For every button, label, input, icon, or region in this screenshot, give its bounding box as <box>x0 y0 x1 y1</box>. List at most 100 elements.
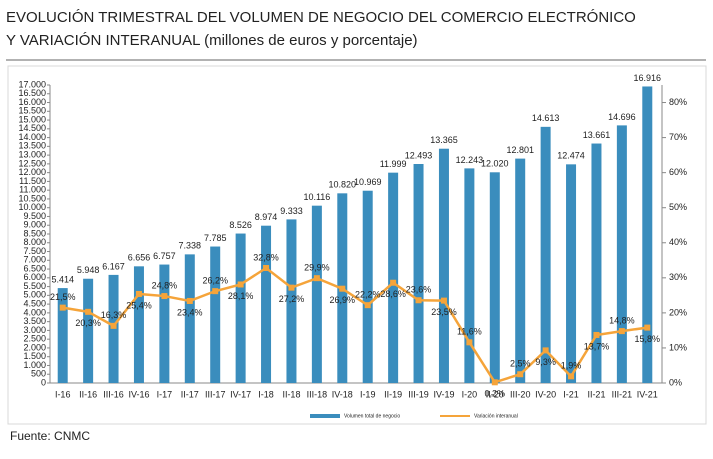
bar-value-label: 9.333 <box>280 206 303 216</box>
bar-value-label: 7.338 <box>179 241 202 251</box>
x-tick-label: I-20 <box>462 389 478 399</box>
line-value-label: 27,2% <box>279 294 305 304</box>
x-tick-label: III-16 <box>103 389 124 399</box>
bar <box>311 205 322 383</box>
x-tick-label: I-16 <box>55 389 71 399</box>
x-tick-label: III-17 <box>205 389 226 399</box>
y-tick-label: 12.500 <box>18 158 46 168</box>
x-tick-label: II-20 <box>486 389 504 399</box>
y-tick-label: 500 <box>31 369 46 379</box>
y-tick-label: 0 <box>41 377 46 387</box>
line-marker <box>263 265 270 272</box>
legend-label: Volumen total de negocio <box>344 413 400 419</box>
y-tick-label: 2.000 <box>23 342 46 352</box>
line-value-label: 15,8% <box>635 334 661 344</box>
line-marker <box>313 275 320 282</box>
bar-value-label: 6.757 <box>153 251 176 261</box>
chart-subtitle: Y VARIACIÓN INTERANUAL (millones de euro… <box>6 32 418 49</box>
x-tick-label: IV-18 <box>332 389 353 399</box>
bar-value-label: 8.974 <box>255 212 278 222</box>
y2-tick-label: 30% <box>669 272 687 282</box>
chart-frame <box>7 65 707 425</box>
line-marker <box>466 339 473 346</box>
line-marker <box>542 347 549 354</box>
y2-tick-label: 0% <box>669 377 682 387</box>
y-tick-label: 5.000 <box>23 290 46 300</box>
line-value-label: 23,6% <box>406 285 432 295</box>
bar <box>286 219 297 383</box>
bar <box>515 158 526 383</box>
line-value-label: 25,4% <box>126 300 152 310</box>
line-value-label: 16,3% <box>101 310 127 320</box>
y-tick-label: 15.000 <box>18 114 46 124</box>
line-value-label: 13,7% <box>584 341 610 351</box>
x-tick-label: IV-21 <box>637 389 658 399</box>
y-tick-label: 7.000 <box>23 255 46 265</box>
line-value-label: 14,8% <box>609 315 635 325</box>
bar <box>413 164 424 383</box>
bar-value-label: 12.020 <box>481 159 509 169</box>
bar <box>184 254 195 383</box>
line-value-label: 28,1% <box>228 291 254 301</box>
bar <box>57 288 68 383</box>
y-tick-label: 1.500 <box>23 351 46 361</box>
y2-tick-label: 40% <box>669 237 687 247</box>
y-tick-label: 16.500 <box>18 88 46 98</box>
x-tick-label: IV-20 <box>535 389 556 399</box>
y-tick-label: 17.000 <box>18 79 46 89</box>
line-marker <box>364 302 371 309</box>
line-marker <box>568 373 575 380</box>
line-marker <box>390 279 397 286</box>
bar <box>362 190 373 383</box>
bar-value-label: 10.116 <box>303 192 330 202</box>
chart-title: EVOLUCIÓN TRIMESTRAL DEL VOLUMEN DE NEGO… <box>6 9 636 26</box>
bar <box>235 233 246 383</box>
y-tick-label: 6.000 <box>23 272 46 282</box>
x-tick-label: II-19 <box>384 389 402 399</box>
y-tick-label: 9.500 <box>23 211 46 221</box>
y-tick-label: 11.000 <box>19 185 46 195</box>
source: Fuente: CNMC <box>10 429 90 443</box>
bar-value-label: 6.167 <box>102 261 125 271</box>
y-tick-label: 4.500 <box>23 298 46 308</box>
y-tick-label: 8.000 <box>23 237 46 247</box>
line-value-label: 9,3% <box>535 357 556 367</box>
y-tick-label: 7.500 <box>23 246 46 256</box>
bar <box>616 125 627 384</box>
y2-tick-label: 20% <box>669 307 687 317</box>
bar-value-label: 12.493 <box>405 150 433 160</box>
bar <box>133 266 144 383</box>
bar <box>261 225 272 383</box>
y-tick-label: 10.000 <box>18 202 46 212</box>
x-tick-label: I-21 <box>563 389 579 399</box>
line-value-label: 22,2% <box>355 290 381 300</box>
x-tick-label: I-19 <box>360 389 376 399</box>
y-tick-label: 8.500 <box>23 228 46 238</box>
line-marker <box>59 304 66 311</box>
y-tick-label: 2.500 <box>23 334 46 344</box>
y2-tick-label: 60% <box>669 167 687 177</box>
line-value-label: 20,3% <box>75 318 101 328</box>
bar-value-label: 13.365 <box>430 135 458 145</box>
x-tick-label: II-21 <box>587 389 605 399</box>
bar-value-label: 5.948 <box>77 265 100 275</box>
line-value-label: 23,5% <box>431 307 457 317</box>
line-value-label: 0,2% <box>485 389 506 399</box>
y-tick-label: 11.500 <box>19 176 46 186</box>
bar <box>438 148 449 383</box>
line-marker <box>110 322 117 329</box>
bar-value-label: 11.999 <box>380 159 407 169</box>
bar <box>642 86 653 383</box>
line-marker <box>135 290 142 297</box>
bar <box>464 168 475 383</box>
bar <box>159 264 170 383</box>
line-value-label: 32,8% <box>253 252 279 262</box>
x-tick-label: IV-19 <box>433 389 454 399</box>
line-marker <box>288 284 295 291</box>
bar <box>388 172 399 383</box>
bar <box>566 164 577 383</box>
bar <box>591 143 602 383</box>
bar-value-label: 5.414 <box>51 274 74 284</box>
y-tick-label: 13.500 <box>18 141 46 151</box>
bar-value-label: 7.785 <box>204 233 227 243</box>
